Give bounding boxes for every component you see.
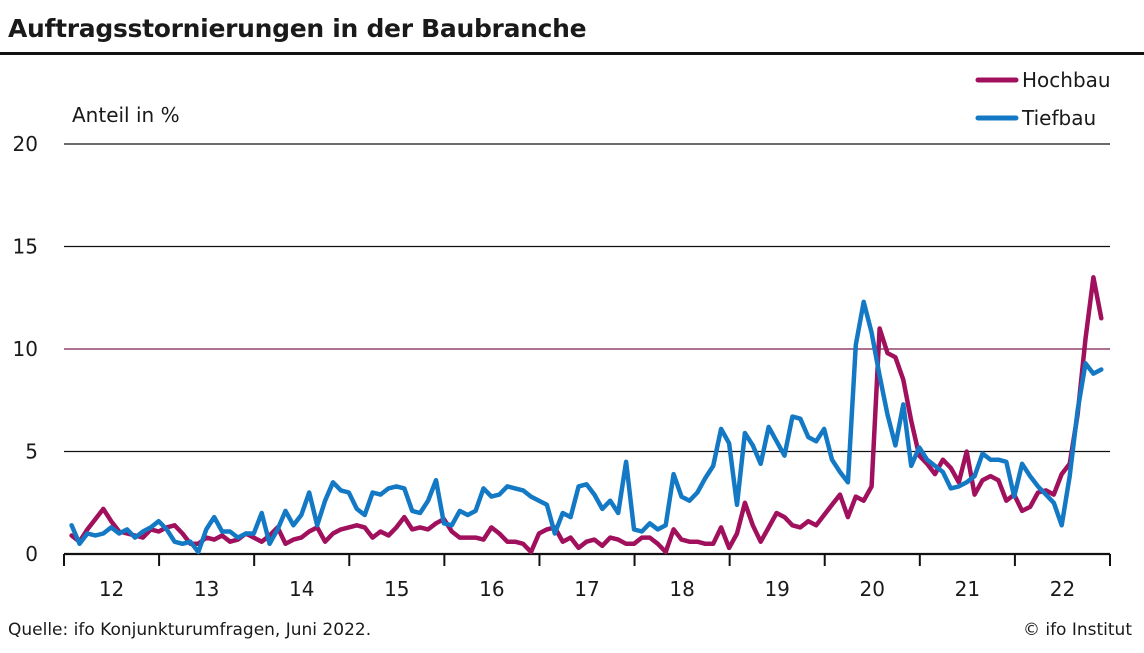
- line-chart: 0 5 10 15 20 12 13 14 15 16 17 18 19 20 21 22 Anteil in…: [13, 68, 1111, 600]
- series-line-tiefbau: [69, 299, 1104, 555]
- y-axis-label: Anteil in %: [72, 103, 180, 127]
- x-tick-label-22: 22: [1050, 577, 1075, 600]
- y-tick-label-0: 0: [25, 542, 38, 566]
- x-tick-label-17: 17: [574, 577, 599, 600]
- chart-title: Auftragsstornierungen in der Baubranche: [8, 14, 587, 43]
- x-tick-label-16: 16: [479, 577, 504, 600]
- x-tick-label-15: 15: [384, 577, 409, 600]
- series-layer: [69, 275, 1104, 555]
- x-tick-label-14: 14: [289, 577, 314, 600]
- y-tick-label-5: 5: [25, 440, 38, 464]
- grid-layer: [64, 143, 1110, 453]
- y-tick-label-15: 15: [13, 235, 38, 259]
- x-tick-label-13: 13: [194, 577, 219, 600]
- x-tick-label-20: 20: [860, 577, 885, 600]
- y-tick-label-20: 20: [13, 132, 38, 156]
- legend: Hochbau Tiefbau: [975, 68, 1111, 130]
- legend-label-tiefbau: Tiefbau: [1021, 106, 1096, 130]
- series-line-hochbau: [69, 275, 1104, 555]
- y-tick-label-10: 10: [13, 337, 38, 361]
- x-tick-label-18: 18: [669, 577, 694, 600]
- x-tick-label-21: 21: [955, 577, 980, 600]
- title-divider: [0, 52, 1144, 55]
- source-note: Quelle: ifo Konjunkturumfragen, Juni 202…: [8, 620, 372, 640]
- axis-layer: 0 5 10 15 20 12 13 14 15 16 17 18 19 20 21 22: [13, 132, 1111, 600]
- copyright-note: © ifo Institut: [1022, 620, 1132, 640]
- x-tick-label-19: 19: [764, 577, 789, 600]
- x-tick-label-12: 12: [99, 577, 124, 600]
- legend-label-hochbau: Hochbau: [1022, 68, 1111, 92]
